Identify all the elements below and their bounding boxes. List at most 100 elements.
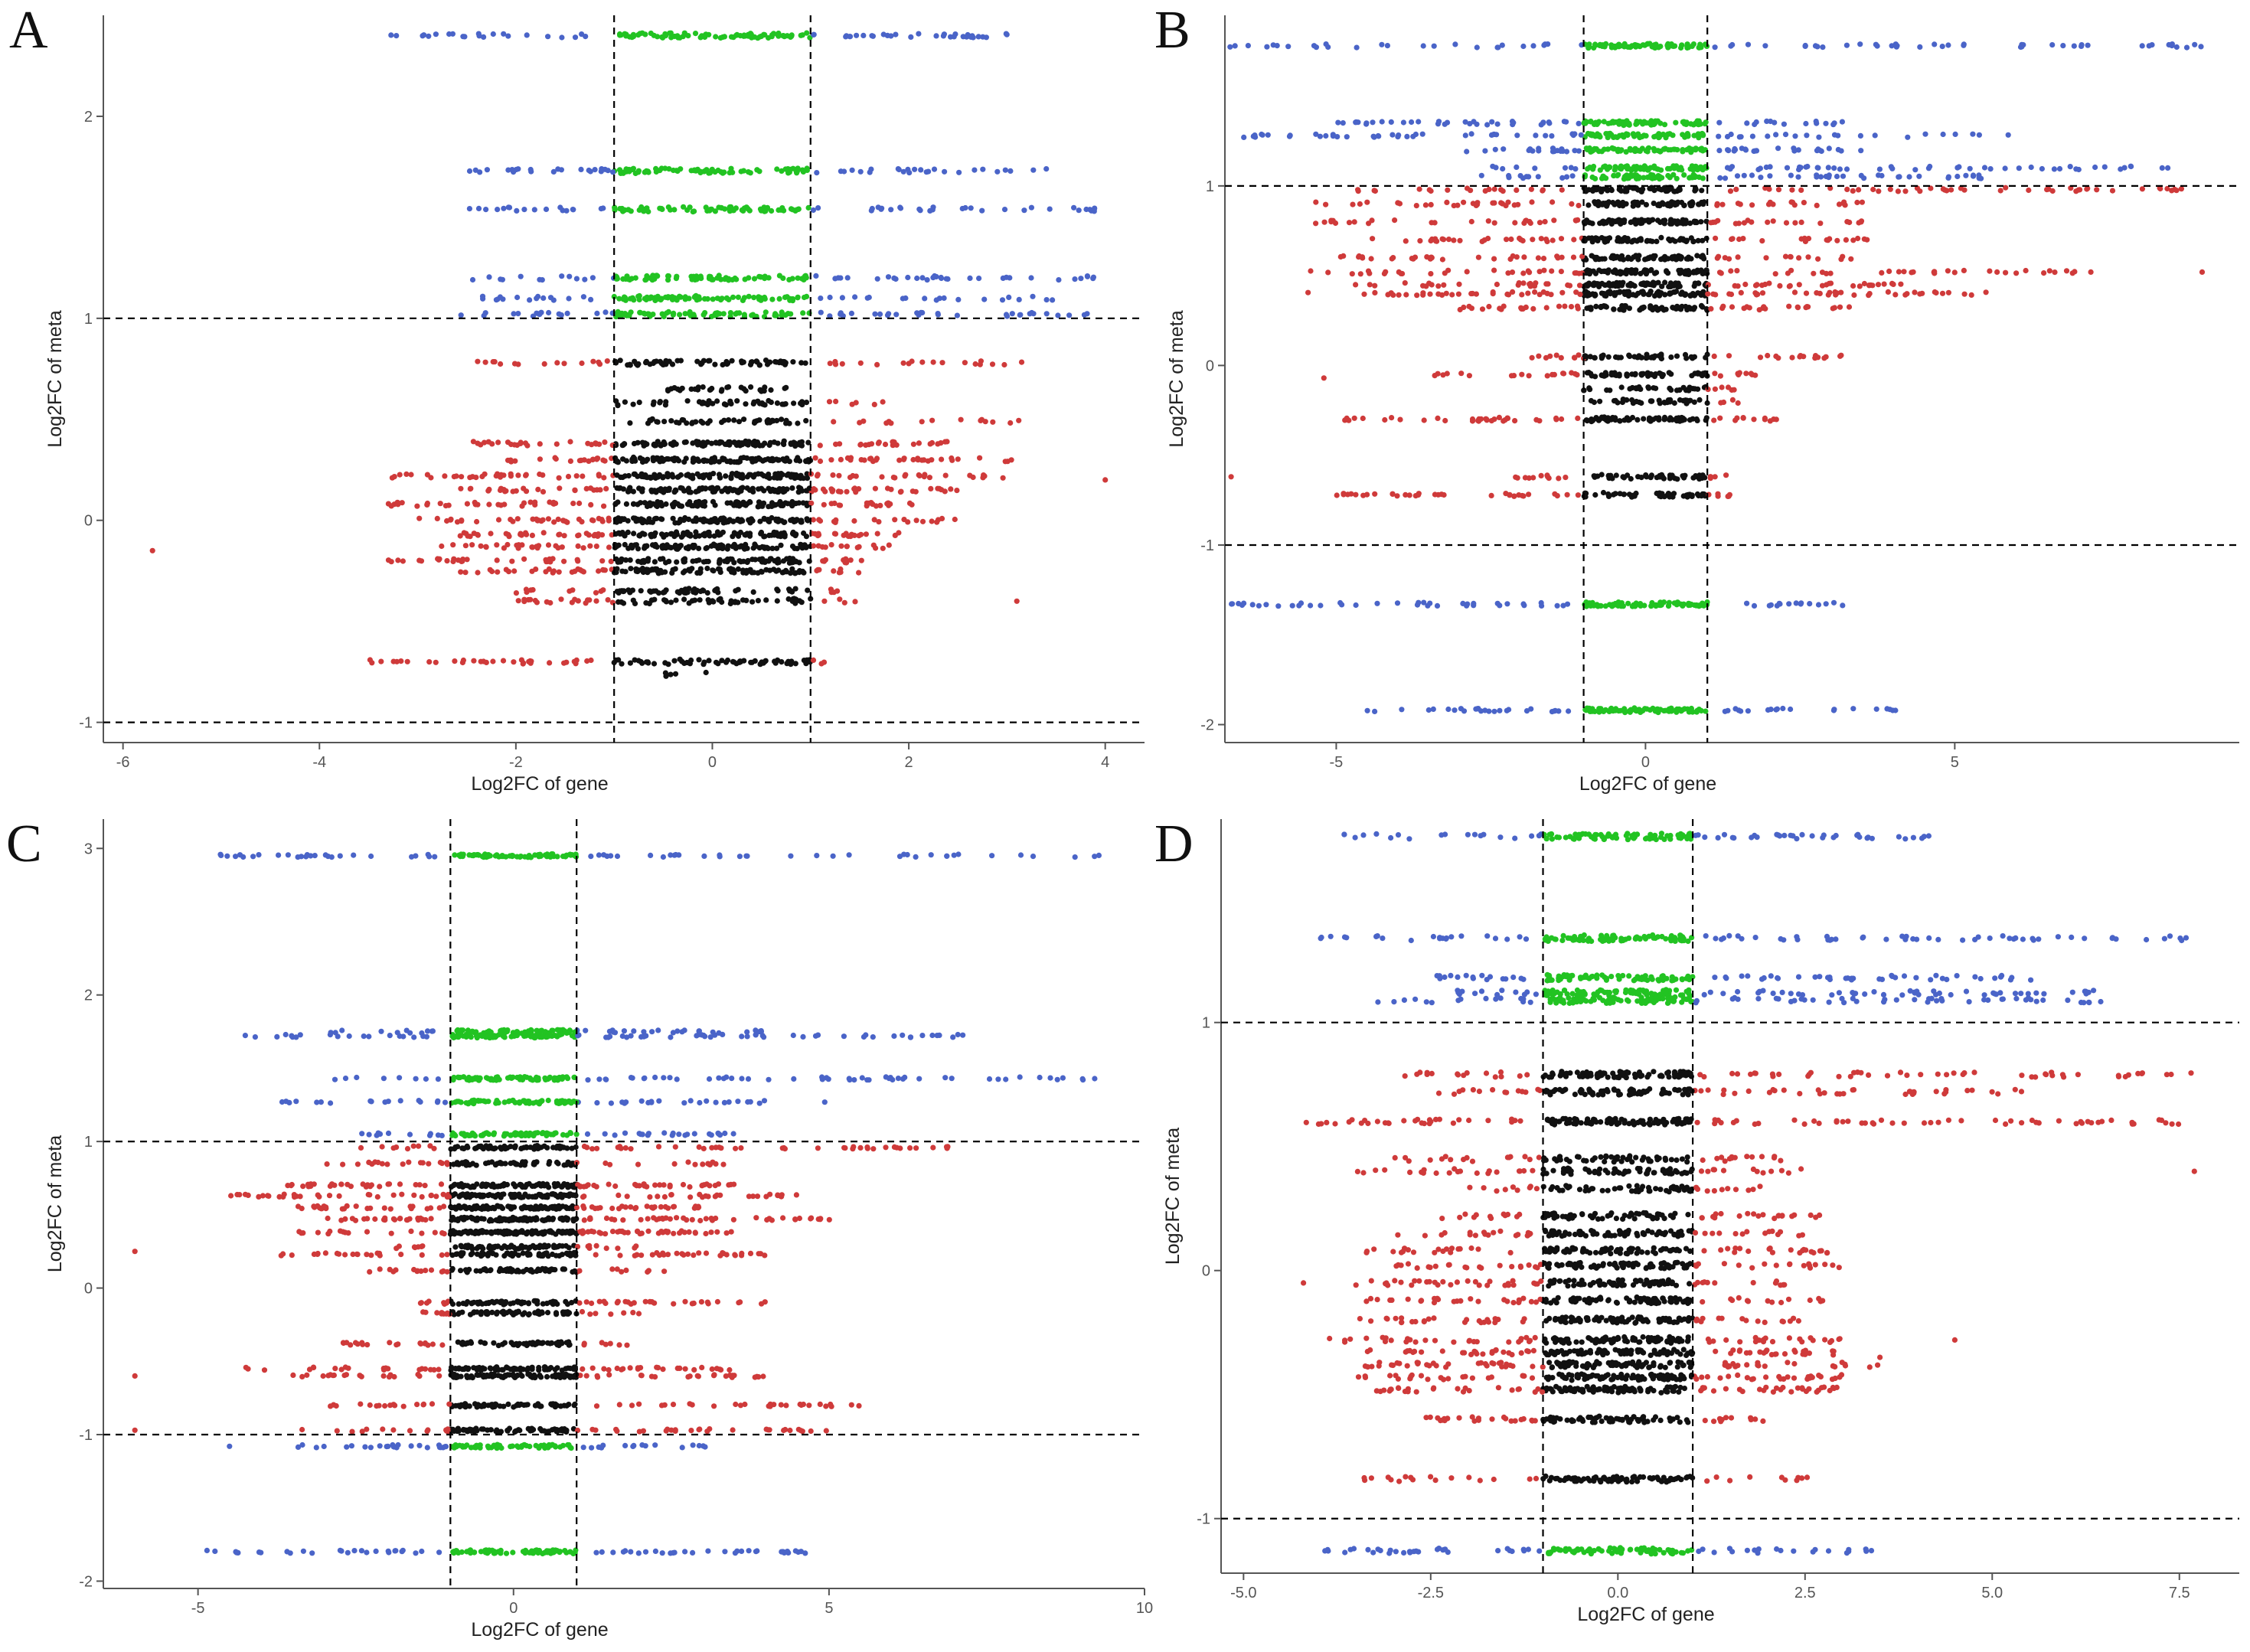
data-point	[1540, 289, 1546, 295]
data-point	[693, 515, 699, 521]
data-point	[962, 204, 968, 211]
data-point	[1625, 132, 1631, 139]
data-point	[1530, 148, 1536, 154]
data-point	[475, 205, 482, 211]
data-point	[1843, 237, 1849, 243]
data-point	[691, 168, 697, 174]
data-point	[663, 501, 669, 508]
data-point	[1587, 387, 1593, 393]
data-point	[1735, 201, 1741, 207]
data-point	[572, 34, 579, 41]
data-point	[839, 361, 845, 367]
data-point	[820, 486, 827, 492]
data-point	[1055, 312, 1061, 318]
data-point	[1323, 132, 1329, 139]
data-point	[645, 558, 651, 564]
data-point	[1325, 269, 1331, 276]
data-point	[860, 32, 867, 39]
data-point	[587, 485, 594, 491]
data-point	[706, 398, 712, 404]
data-point	[538, 309, 544, 315]
data-point	[589, 275, 596, 281]
data-point	[875, 440, 881, 446]
data-point	[1510, 289, 1516, 295]
data-point	[793, 517, 799, 524]
data-point	[590, 456, 596, 462]
data-point	[521, 556, 527, 562]
data-point	[457, 533, 463, 539]
data-point	[671, 455, 678, 462]
data-point	[1713, 235, 1719, 241]
data-point	[1843, 42, 1850, 48]
data-point	[926, 168, 932, 175]
data-point	[1379, 119, 1385, 125]
data-point	[1361, 291, 1367, 297]
data-point	[888, 486, 894, 492]
data-point	[668, 599, 674, 606]
data-point	[1700, 132, 1706, 138]
data-point	[648, 531, 655, 537]
data-point	[736, 458, 743, 465]
data-point	[1381, 270, 1387, 277]
data-point	[1887, 186, 1893, 192]
data-point	[800, 310, 806, 316]
data-point	[1650, 416, 1656, 423]
data-point	[1676, 267, 1682, 273]
data-point	[1927, 163, 1933, 170]
data-point	[489, 441, 495, 447]
data-point	[637, 500, 644, 506]
data-point	[1014, 598, 1020, 604]
data-point	[644, 294, 650, 300]
data-point	[847, 475, 854, 481]
data-point	[1420, 43, 1426, 49]
data-point	[704, 458, 710, 464]
data-point	[1687, 269, 1693, 276]
data-point	[644, 475, 650, 481]
data-point	[558, 167, 565, 173]
data-point	[797, 439, 803, 446]
data-point	[762, 276, 768, 282]
x-tick-label: -4	[312, 754, 326, 771]
data-point	[1833, 292, 1839, 298]
data-point	[1084, 273, 1091, 279]
data-point	[805, 204, 812, 211]
data-point	[1285, 44, 1292, 50]
data-point	[909, 501, 915, 508]
data-point	[699, 442, 705, 449]
data-point	[1594, 254, 1600, 260]
data-point	[731, 417, 737, 423]
data-point	[700, 400, 706, 406]
data-point	[786, 169, 792, 175]
data-point	[1725, 384, 1732, 390]
data-point	[1749, 172, 1755, 178]
data-point	[692, 534, 699, 540]
data-point	[1410, 133, 1416, 139]
data-point	[1616, 44, 1622, 50]
data-point	[602, 458, 608, 464]
data-point	[736, 419, 743, 425]
data-point	[880, 31, 887, 38]
data-point	[1605, 236, 1611, 242]
data-point	[1543, 237, 1550, 243]
data-point	[1426, 280, 1432, 286]
data-point	[989, 361, 996, 367]
data-point	[916, 472, 922, 478]
data-point	[540, 530, 547, 536]
data-point	[1789, 187, 1795, 193]
data-point	[1559, 146, 1565, 152]
data-point	[955, 456, 961, 462]
data-point	[744, 439, 750, 445]
data-point	[1591, 44, 1597, 51]
data-point	[1712, 386, 1718, 392]
data-point	[1491, 200, 1497, 206]
data-point	[691, 208, 697, 214]
data-point	[2121, 165, 2128, 171]
data-point	[1630, 131, 1636, 137]
data-point	[1879, 269, 1885, 276]
data-point	[1568, 165, 1574, 171]
data-point	[724, 500, 730, 506]
data-point	[801, 294, 808, 301]
data-point	[1734, 268, 1740, 274]
data-point	[498, 361, 504, 367]
data-point	[469, 276, 476, 283]
